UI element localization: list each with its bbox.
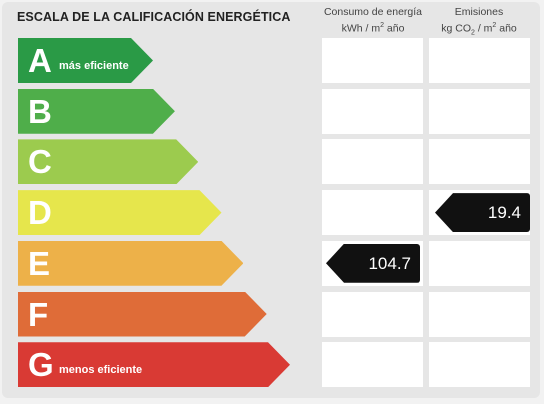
rating-letter: G [28, 346, 54, 384]
emissions-header-line2: kg CO2 / m2 año [441, 22, 517, 37]
emissions-cell-d: 19.4 [429, 190, 530, 236]
energy-value: 104.7 [368, 253, 411, 273]
emissions-cell-f [429, 291, 530, 337]
emissions-header-line1: Emisiones [454, 6, 504, 18]
energy-cell-b [322, 88, 423, 134]
energy-header-line2: kWh / m2 año [341, 22, 405, 35]
energy-cell-f [322, 291, 423, 337]
emissions-cell-c [429, 139, 530, 185]
rating-arrow-b: B [18, 89, 175, 134]
rating-row-d: D 19.4 [0, 190, 544, 236]
rating-row-c: C [0, 139, 544, 185]
rating-row-f: F [0, 291, 544, 337]
rating-sublabel: menos eficiente [59, 364, 143, 377]
rating-arrow-c: C [18, 139, 198, 184]
emissions-cell-g [429, 342, 530, 388]
rating-letter: C [28, 143, 52, 181]
rating-letter: E [28, 244, 51, 282]
energy-value-badge: 104.7 [326, 243, 420, 283]
rating-row-b: B [0, 88, 544, 134]
emissions-value: 19.4 [487, 203, 521, 223]
rating-sublabel: más eficiente [59, 60, 129, 72]
energy-cell-g [322, 342, 423, 388]
energy-header-line1: Consumo de energía [323, 6, 423, 18]
energy-cell-e: 104.7 [322, 240, 423, 286]
emissions-cell-a [429, 38, 530, 83]
rating-arrow-f: F [18, 292, 267, 337]
emissions-cell-e [429, 240, 530, 286]
emissions-value-badge: 19.4 [435, 193, 530, 233]
energy-cell-a [322, 38, 423, 83]
rating-arrow-d: D [18, 190, 222, 235]
rating-letter: B [28, 92, 52, 130]
emissions-cell-b [429, 88, 530, 134]
emissions-column-header: Emisiones kg CO2 / m2 año [424, 6, 534, 40]
rating-arrow-e: E [18, 241, 243, 286]
energy-cell-c [322, 139, 423, 185]
energy-column-header: Consumo de energía kWh / m2 año [318, 6, 428, 36]
energy-cell-d [322, 190, 423, 236]
rating-letter: A [28, 42, 52, 79]
rating-row-e: E 104.7 [0, 240, 544, 286]
scale-title: ESCALA DE LA CALIFICACIÓN ENERGÉTICA [17, 10, 291, 24]
rating-letter: D [28, 194, 52, 232]
rating-letter: F [28, 295, 49, 333]
